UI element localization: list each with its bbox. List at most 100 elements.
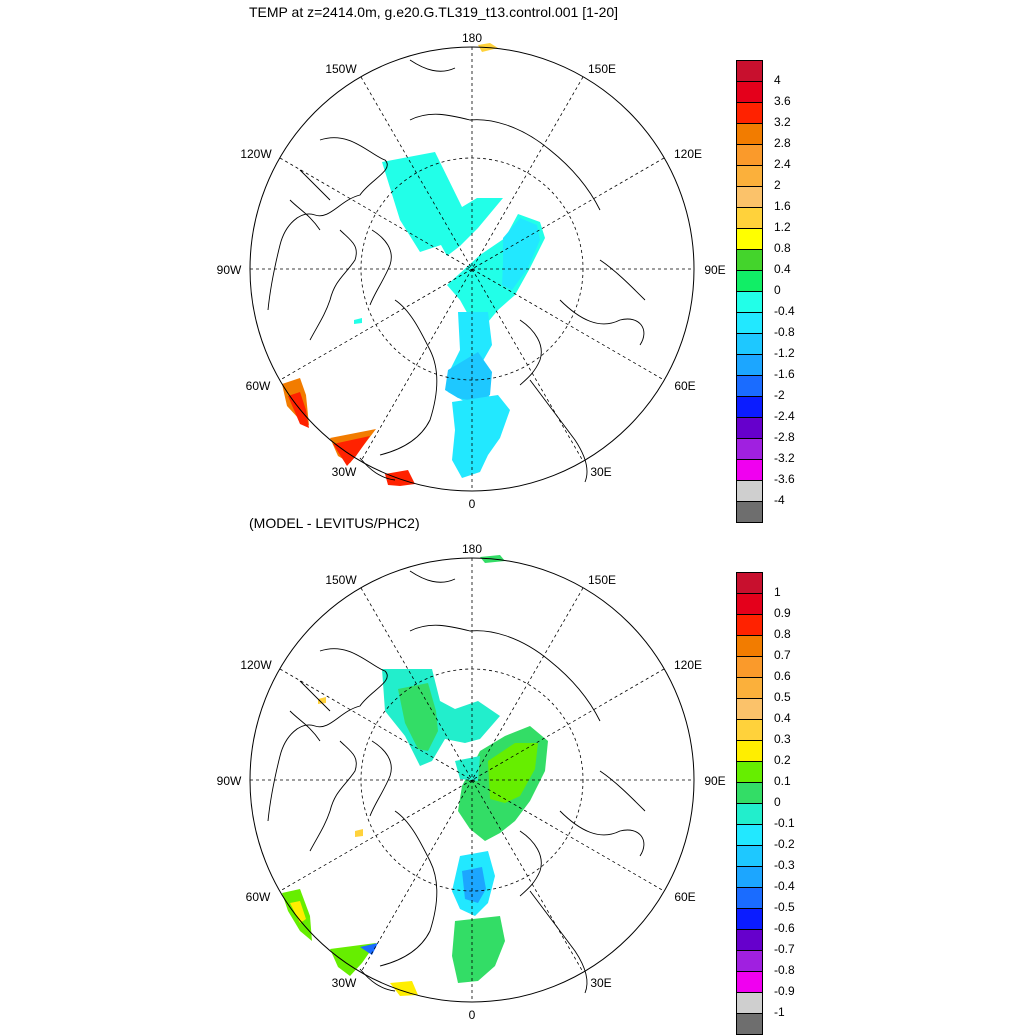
- colorbar-swatch: [736, 270, 763, 292]
- map-1-title: TEMP at z=2414.0m, g.e20.G.TL319_t13.con…: [249, 4, 619, 20]
- colorbar-swatch: [736, 677, 763, 699]
- field-baffin-spot: [355, 829, 363, 837]
- colorbar-label: 0.8: [774, 241, 791, 255]
- colorbar-label: -0.8: [774, 325, 795, 339]
- field-fram-cool: [455, 756, 480, 781]
- lon-label: 0: [469, 497, 476, 511]
- colorbar-swatch: [736, 803, 763, 825]
- field-irminger-cold: [360, 943, 378, 955]
- colorbar-swatch: [736, 228, 763, 250]
- lon-label: 120W: [240, 147, 272, 161]
- colorbar-swatch: [736, 501, 763, 523]
- colorbar-label: -0.9: [774, 984, 795, 998]
- colorbar-swatch: [736, 333, 763, 355]
- lon-label: 60W: [246, 379, 271, 393]
- lon-label: 30W: [332, 465, 357, 479]
- colorbar-swatch: [736, 824, 763, 846]
- colorbar-label: -0.5: [774, 900, 795, 914]
- colorbar-swatch: [736, 656, 763, 678]
- colorbar-label: -0.8: [774, 963, 795, 977]
- lon-label: 180: [462, 31, 482, 45]
- lon-label: 120E: [674, 658, 702, 672]
- colorbar-swatch: [736, 572, 763, 594]
- field-iceland-basin: [390, 981, 418, 996]
- map-2-difference: 180 150E 120E 90E 60E 30E 0 30W 60W 90W …: [217, 542, 726, 1022]
- colorbar-label: -0.7: [774, 942, 795, 956]
- colorbar-swatch: [736, 165, 763, 187]
- colorbar-label: 1.6: [774, 199, 791, 213]
- colorbar-swatch: [736, 81, 763, 103]
- lon-label: 90W: [217, 263, 242, 277]
- map-1-lon-labels: 180 150E 120E 90E 60E 30E 0 30W 60W 90W …: [217, 31, 726, 511]
- colorbar-label: -1.2: [774, 346, 795, 360]
- map-2-meridians: [250, 558, 694, 1002]
- colorbar-label: 2: [774, 178, 781, 192]
- field-arctic-green: [398, 683, 438, 751]
- colorbar-label: 2.8: [774, 136, 791, 150]
- colorbar-label: 0.4: [774, 711, 791, 725]
- colorbar-swatch: [736, 249, 763, 271]
- field-barents: [502, 218, 540, 290]
- map-2-coastlines: [267, 570, 646, 994]
- lon-label: 150E: [588, 573, 616, 587]
- map-1-temp: 180 150E 120E 90E 60E 30E 0 30W 60W 90W …: [217, 31, 726, 511]
- lon-label: 150W: [325, 573, 357, 587]
- colorbar-swatch: [736, 971, 763, 993]
- colorbar-label: 4: [774, 73, 781, 87]
- colorbar-swatch: [736, 207, 763, 229]
- colorbar-label: 0.7: [774, 648, 791, 662]
- colorbar-swatch: [736, 908, 763, 930]
- colorbar-swatch: [736, 635, 763, 657]
- colorbar-swatch: [736, 396, 763, 418]
- colorbar-label: 0.2: [774, 753, 791, 767]
- colorbar-label: 3.2: [774, 115, 791, 129]
- colorbar-swatch: [736, 291, 763, 313]
- colorbar-label: 0: [774, 795, 781, 809]
- field-greenland-sea-cold: [462, 867, 486, 903]
- colorbar-label: -2: [774, 388, 785, 402]
- field-norwegian-sea: [452, 916, 505, 983]
- colorbar-swatch: [736, 417, 763, 439]
- field-iceland-basin: [385, 470, 415, 486]
- field-irminger-hot: [333, 436, 370, 466]
- colorbar-label: 0.9: [774, 606, 791, 620]
- colorbar-label: -0.4: [774, 879, 795, 893]
- colorbar-swatch: [736, 1013, 763, 1035]
- colorbar-swatch: [736, 593, 763, 615]
- colorbar-swatch: [736, 123, 763, 145]
- colorbar-label: -0.2: [774, 837, 795, 851]
- field-irminger: [330, 943, 376, 976]
- colorbar-swatch: [736, 144, 763, 166]
- colorbar-label: -0.4: [774, 304, 795, 318]
- lon-label: 30W: [332, 976, 357, 990]
- colorbar-label: 2.4: [774, 157, 791, 171]
- field-greenland-sea-cold: [445, 352, 492, 402]
- map-1-fields: [282, 43, 545, 486]
- colorbar-swatch: [736, 761, 763, 783]
- colorbar-label: -1: [774, 1005, 785, 1019]
- colorbar-swatch: [736, 698, 763, 720]
- lon-label: 150E: [588, 62, 616, 76]
- colorbar-swatch: [736, 866, 763, 888]
- colorbar-swatch: [736, 438, 763, 460]
- colorbar-swatch: [736, 60, 763, 82]
- lon-label: 120W: [240, 658, 272, 672]
- colorbar-label: -4: [774, 493, 785, 507]
- field-norwegian-sea: [452, 395, 510, 478]
- lon-label: 150W: [325, 62, 357, 76]
- lon-label: 30E: [590, 976, 611, 990]
- colorbar-label: 0.1: [774, 774, 791, 788]
- lon-label: 90E: [704, 774, 725, 788]
- lon-label: 90W: [217, 774, 242, 788]
- map-2-lon-labels: 180 150E 120E 90E 60E 30E 0 30W 60W 90W …: [217, 542, 726, 1022]
- map-1-meridians: [250, 47, 694, 491]
- colorbar-swatch: [736, 102, 763, 124]
- map-2-fields: [282, 555, 548, 996]
- colorbar-swatch: [736, 354, 763, 376]
- colorbar-label: 0.4: [774, 262, 791, 276]
- field-labrador-warm: [290, 901, 306, 923]
- map-2-title: (MODEL - LEVITUS/PHC2): [249, 515, 420, 531]
- colorbar-label: 3.6: [774, 94, 791, 108]
- colorbar-swatch: [736, 950, 763, 972]
- colorbar-label: 0.8: [774, 627, 791, 641]
